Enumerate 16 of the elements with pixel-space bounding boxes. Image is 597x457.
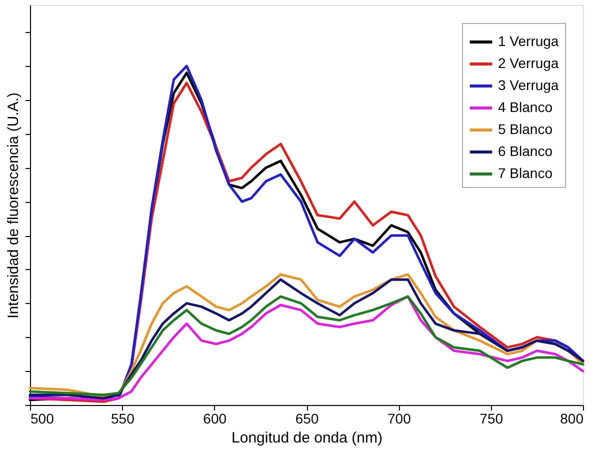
x-tick-label: 700 bbox=[387, 410, 412, 426]
x-tick-label: 550 bbox=[110, 410, 135, 426]
legend-label: 7 Blanco bbox=[498, 165, 553, 181]
y-axis-title: Intensidad de fluorescencia (U.A.) bbox=[5, 92, 22, 318]
legend-label: 6 Blanco bbox=[498, 143, 553, 159]
x-tick-label: 800 bbox=[560, 410, 584, 426]
legend-label: 5 Blanco bbox=[498, 121, 553, 137]
x-tick-label: 600 bbox=[203, 410, 227, 426]
legend-label: 4 Blanco bbox=[498, 99, 553, 115]
x-tick-label: 500 bbox=[30, 410, 54, 426]
legend-label: 1 Verruga bbox=[498, 33, 559, 49]
x-tick-label: 750 bbox=[480, 410, 504, 426]
legend-label: 3 Verruga bbox=[498, 77, 559, 93]
legend-label: 2 Verruga bbox=[498, 55, 559, 71]
x-tick-label: 650 bbox=[295, 410, 319, 426]
x-axis-title: Longitud de onda (nm) bbox=[232, 430, 382, 446]
